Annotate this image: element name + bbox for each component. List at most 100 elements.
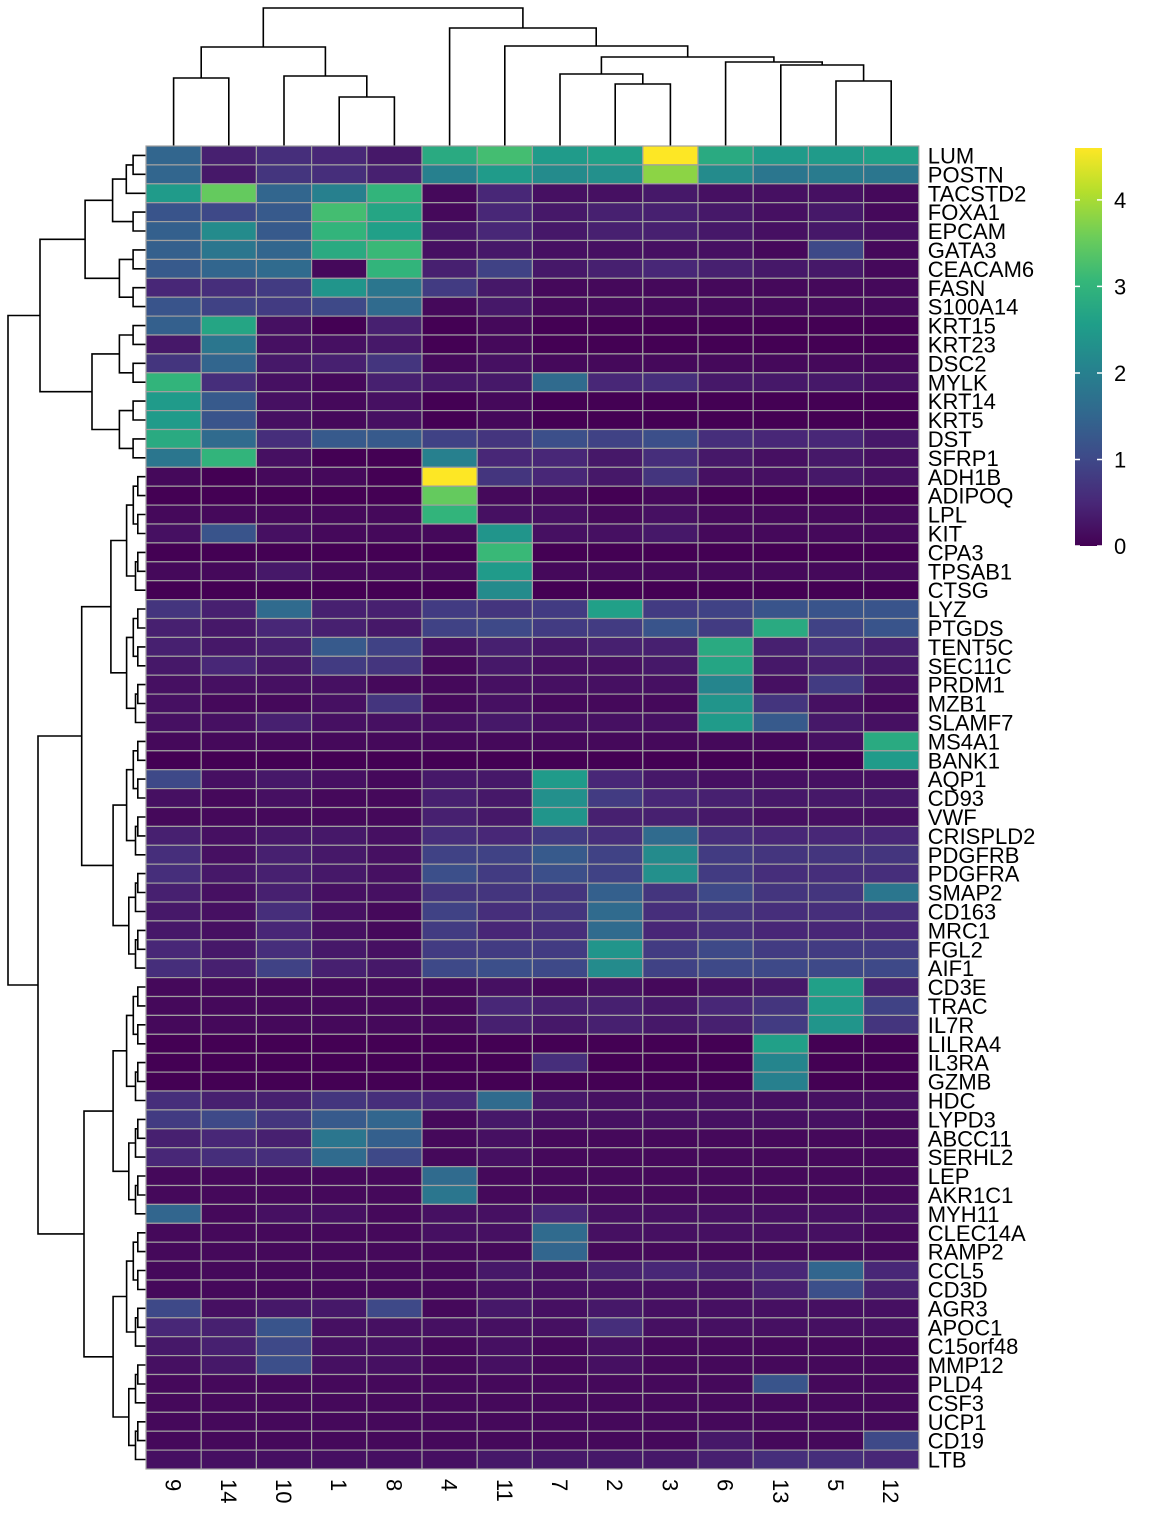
heatmap-cell — [531, 1090, 589, 1111]
heatmap-cell — [145, 731, 202, 752]
row-label: KRT23 — [928, 332, 996, 357]
heatmap-cell — [642, 958, 699, 979]
dendrogram-branch — [132, 438, 146, 459]
heatmap-cell — [476, 145, 534, 166]
heatmap-cell — [366, 1260, 423, 1281]
heatmap-cell — [255, 334, 313, 355]
heatmap-cell — [311, 221, 368, 242]
heatmap-cell — [752, 391, 810, 412]
row-label: BANK1 — [928, 748, 1000, 773]
row-label: SEC11C — [928, 654, 1012, 679]
heatmap-cell — [862, 976, 920, 998]
heatmap-cell — [642, 145, 699, 166]
heatmap-cell — [862, 844, 920, 865]
heatmap-cell — [531, 844, 589, 865]
heatmap-cell — [366, 939, 423, 960]
heatmap-cell — [531, 976, 589, 998]
heatmap-cell — [752, 334, 810, 355]
heatmap-cell — [311, 1411, 368, 1432]
heatmap-cell — [311, 1392, 368, 1413]
heatmap-cell — [145, 221, 202, 242]
dendrogram-branch — [137, 1232, 146, 1253]
heatmap-cell — [476, 617, 534, 638]
heatmap-cell — [366, 1392, 423, 1413]
heatmap-cell — [752, 1071, 810, 1092]
heatmap-cell — [255, 655, 313, 676]
heatmap-cell — [476, 1373, 534, 1394]
heatmap-cell — [862, 296, 920, 317]
heatmap-cell — [586, 1336, 644, 1357]
heatmap-cell — [200, 958, 257, 979]
row-label: PTGDS — [928, 616, 1004, 641]
heatmap-cell — [476, 693, 534, 714]
row-label: MZB1 — [928, 692, 987, 717]
heatmap-cell — [476, 202, 534, 223]
dendrogram-branch — [118, 258, 134, 298]
heatmap-cell — [752, 787, 810, 809]
heatmap-cell — [862, 712, 920, 733]
heatmap-cell — [476, 447, 534, 468]
heatmap-cell — [752, 1147, 810, 1168]
heatmap-cell — [642, 504, 699, 525]
heatmap-cell — [862, 1014, 920, 1035]
heatmap-cell — [586, 353, 644, 374]
heatmap-cell — [255, 145, 313, 166]
heatmap-cell — [476, 391, 534, 412]
heatmap-cell — [476, 353, 534, 374]
heatmap-cell — [642, 1222, 699, 1243]
heatmap-cell — [697, 164, 754, 185]
heatmap-cell — [145, 334, 202, 355]
heatmap-cell — [255, 258, 313, 279]
heatmap-cell — [531, 315, 589, 336]
heatmap-cell — [476, 995, 534, 1016]
heatmap-cell — [311, 939, 368, 960]
heatmap-cell — [807, 315, 865, 336]
heatmap-cell — [476, 164, 534, 185]
heatmap-cell — [311, 296, 368, 317]
heatmap-cell — [752, 1033, 810, 1054]
heatmap-cell — [421, 1373, 478, 1394]
heatmap-cell — [200, 1336, 257, 1357]
heatmap-cell — [807, 1109, 865, 1130]
heatmap-cell — [255, 750, 313, 771]
row-label: PRDM1 — [928, 673, 1005, 698]
row-label: FGL2 — [928, 937, 983, 962]
heatmap-cell — [145, 976, 202, 998]
heatmap-cell — [476, 372, 534, 393]
heatmap-cell — [752, 183, 810, 204]
heatmap-cell — [862, 164, 920, 185]
heatmap-cell — [421, 1222, 478, 1243]
heatmap-cell — [366, 391, 423, 412]
heatmap-cell — [862, 636, 920, 657]
heatmap-cell — [807, 674, 865, 695]
heatmap-cell — [752, 1317, 810, 1338]
heatmap-cell — [862, 391, 920, 412]
row-label: CRISPLD2 — [928, 824, 1036, 849]
heatmap-cell — [255, 976, 313, 998]
heatmap-cell — [531, 523, 589, 544]
heatmap-cell — [697, 1109, 754, 1130]
heatmap-cell — [255, 580, 313, 601]
heatmap-cell — [366, 372, 423, 393]
heatmap-cell — [255, 882, 313, 903]
heatmap-cell — [807, 787, 865, 809]
dendrogram-branch — [91, 353, 120, 431]
row-label: CLEC14A — [928, 1221, 1026, 1246]
heatmap-cell — [311, 1071, 368, 1092]
heatmap-cell — [752, 1279, 810, 1300]
heatmap-cell — [366, 523, 423, 544]
heatmap-cell — [697, 1014, 754, 1035]
heatmap-cell — [697, 655, 754, 676]
heatmap-cell — [642, 1373, 699, 1394]
heatmap-cell — [145, 939, 202, 960]
heatmap-cell — [366, 1165, 423, 1187]
heatmap-cell — [366, 1109, 423, 1130]
heatmap-cell — [531, 145, 589, 166]
heatmap-cell — [531, 542, 589, 563]
dendrogram-branch — [283, 75, 368, 146]
heatmap-cell — [255, 296, 313, 317]
heatmap-cell — [255, 1090, 313, 1111]
dendrogram-branch — [39, 238, 92, 393]
heatmap-cell — [531, 561, 589, 582]
heatmap-cell — [586, 769, 644, 790]
